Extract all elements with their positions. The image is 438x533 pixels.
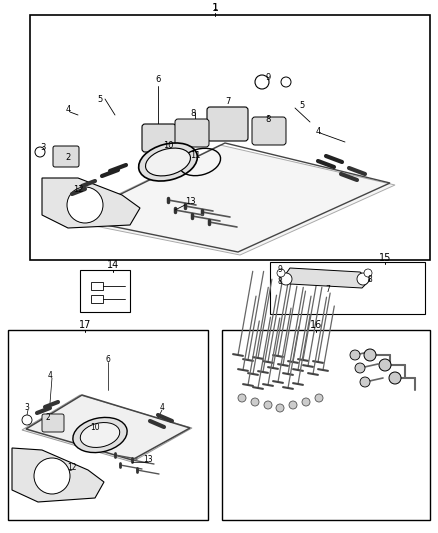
Polygon shape [22, 395, 192, 462]
Text: 7: 7 [325, 286, 330, 295]
Text: 2: 2 [46, 414, 50, 423]
Circle shape [280, 273, 292, 285]
Text: 9: 9 [265, 74, 271, 83]
Text: 11: 11 [190, 150, 200, 159]
Bar [30, 15, 430, 260]
Text: 8: 8 [367, 276, 372, 285]
Text: 4: 4 [65, 106, 71, 115]
Text: 3: 3 [25, 403, 29, 413]
FancyBboxPatch shape [42, 414, 64, 432]
Circle shape [379, 359, 391, 371]
Ellipse shape [139, 143, 198, 181]
Circle shape [315, 394, 323, 402]
Polygon shape [42, 178, 140, 228]
Text: 9: 9 [278, 265, 283, 274]
Polygon shape [285, 268, 370, 288]
Text: 8: 8 [278, 278, 283, 287]
Text: 1: 1 [212, 3, 219, 13]
Circle shape [360, 377, 370, 387]
Circle shape [251, 398, 259, 406]
Text: 17: 17 [79, 320, 91, 330]
Ellipse shape [145, 148, 191, 176]
Circle shape [238, 394, 246, 402]
Text: 5: 5 [97, 95, 102, 104]
Text: 10: 10 [163, 141, 173, 149]
Bar [91, 282, 103, 290]
FancyBboxPatch shape [175, 119, 209, 147]
Circle shape [389, 372, 401, 384]
Text: 7: 7 [225, 98, 231, 107]
Circle shape [35, 147, 45, 157]
Ellipse shape [80, 423, 120, 447]
Text: 16: 16 [310, 320, 322, 330]
Bar [8, 330, 208, 520]
Circle shape [281, 77, 291, 87]
FancyBboxPatch shape [207, 107, 248, 141]
FancyBboxPatch shape [142, 124, 176, 152]
Circle shape [355, 363, 365, 373]
Circle shape [357, 273, 369, 285]
Text: 8: 8 [191, 109, 196, 118]
Circle shape [34, 458, 70, 494]
Text: 6: 6 [106, 356, 110, 365]
Circle shape [276, 404, 284, 412]
Text: 14: 14 [107, 260, 119, 270]
Bar [222, 330, 430, 520]
Text: 10: 10 [90, 424, 100, 432]
Text: 15: 15 [379, 253, 391, 263]
Text: 4: 4 [48, 370, 53, 379]
Circle shape [255, 75, 269, 89]
Polygon shape [65, 145, 395, 255]
Circle shape [22, 415, 32, 425]
Text: 4: 4 [159, 403, 164, 413]
Circle shape [277, 269, 285, 277]
Text: 4: 4 [315, 127, 321, 136]
Bar [270, 262, 425, 314]
Text: 6: 6 [155, 76, 161, 85]
Circle shape [364, 349, 376, 361]
Circle shape [302, 398, 310, 406]
Text: 12: 12 [67, 464, 77, 472]
Bar [80, 270, 130, 312]
Text: 3: 3 [40, 143, 46, 152]
Circle shape [289, 401, 297, 409]
Text: 12: 12 [73, 185, 83, 195]
Circle shape [67, 187, 103, 223]
FancyBboxPatch shape [53, 146, 79, 167]
Circle shape [350, 350, 360, 360]
Polygon shape [12, 448, 104, 502]
Ellipse shape [73, 417, 127, 453]
Circle shape [264, 401, 272, 409]
Text: 2: 2 [65, 152, 71, 161]
Text: 13: 13 [143, 456, 153, 464]
Text: 8: 8 [265, 116, 271, 125]
Circle shape [364, 269, 372, 277]
Text: 13: 13 [185, 198, 195, 206]
Text: 1: 1 [212, 4, 218, 12]
Text: 5: 5 [300, 101, 304, 109]
Bar [91, 295, 103, 303]
FancyBboxPatch shape [252, 117, 286, 145]
